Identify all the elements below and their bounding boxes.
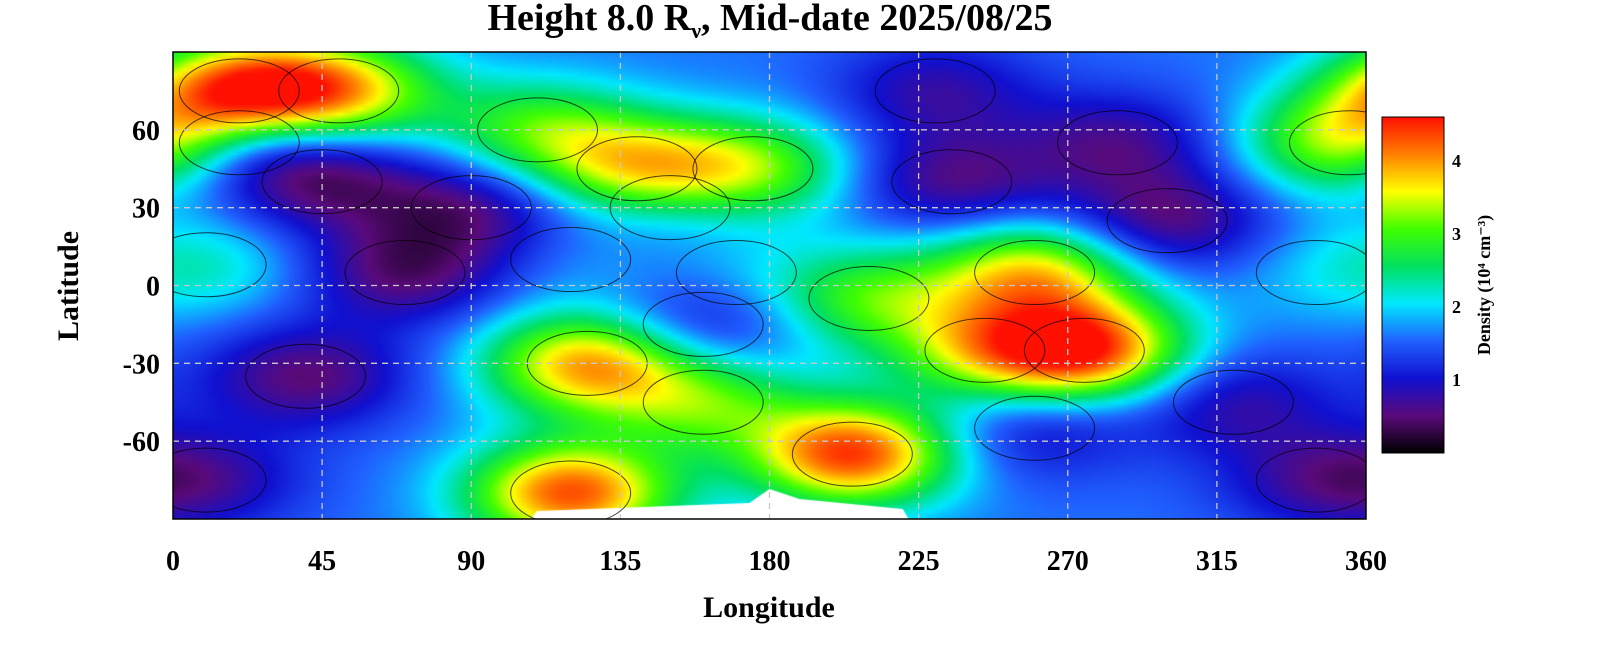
density-contour — [261, 149, 383, 215]
chart-title-suffix: , Mid-date 2025/08/25 — [701, 0, 1052, 39]
density-contour — [974, 240, 1096, 306]
density-contour — [173, 447, 267, 513]
density-contour — [924, 317, 1046, 383]
density-contour — [1288, 110, 1366, 176]
plot-area — [172, 51, 1367, 520]
colorbar-tick-label: 1 — [1452, 370, 1461, 390]
density-contour — [173, 232, 267, 298]
y-tick-label: -30 — [123, 349, 160, 380]
x-tick-label: 270 — [1047, 546, 1089, 577]
density-contour — [510, 227, 632, 293]
colorbar-scale — [1381, 116, 1445, 454]
density-contour — [576, 136, 698, 202]
density-contour — [1106, 188, 1228, 254]
density-contour — [974, 395, 1096, 461]
density-contour — [891, 149, 1013, 215]
density-contour — [692, 136, 814, 202]
chart-title-prefix: Height 8.0 R — [487, 0, 691, 39]
colorbar-tick-label: 4 — [1452, 151, 1461, 171]
y-axis-label: Latitude — [52, 231, 85, 341]
x-tick-label: 0 — [166, 546, 180, 577]
x-tick-label: 45 — [308, 546, 336, 577]
density-contour — [477, 97, 599, 163]
density-contour — [1023, 317, 1145, 383]
density-contour — [791, 421, 913, 487]
x-tick-label: 225 — [898, 546, 940, 577]
y-tick-label: 60 — [132, 116, 160, 147]
density-contour — [1255, 447, 1366, 513]
x-axis-ticks: 0 45 90 135 180 225 270 315 360 — [166, 546, 1387, 577]
colorbar: 1 2 3 4 Density (10⁴ cm⁻³) — [1381, 116, 1495, 454]
x-tick-label: 90 — [457, 546, 485, 577]
density-contour — [642, 369, 764, 435]
grid — [173, 52, 1366, 519]
x-tick-label: 315 — [1196, 546, 1238, 577]
density-contour — [344, 240, 466, 306]
density-contour — [1056, 110, 1178, 176]
density-contour — [675, 240, 797, 306]
x-tick-label: 135 — [599, 546, 641, 577]
colorbar-tick-label: 2 — [1452, 297, 1461, 317]
density-contour — [1255, 240, 1366, 306]
density-contour — [1172, 369, 1294, 435]
x-tick-label: 360 — [1345, 546, 1387, 577]
colorbar-label: Density (10⁴ cm⁻³) — [1474, 215, 1495, 355]
density-contour — [642, 291, 764, 357]
y-tick-label: 30 — [132, 194, 160, 225]
density-contour — [178, 110, 300, 176]
density-features — [173, 58, 1366, 519]
density-contour — [245, 343, 367, 409]
density-contour — [609, 175, 731, 241]
density-contour — [178, 58, 300, 124]
chart-title-subscript: ν — [690, 18, 701, 43]
plot-frame — [172, 51, 1367, 520]
density-contour — [510, 460, 632, 519]
chart-title: Height 8.0 Rν, Mid-date 2025/08/25 — [487, 0, 1052, 43]
y-tick-label: -60 — [123, 427, 160, 458]
density-contour — [808, 265, 930, 331]
colorbar-tick-label: 3 — [1452, 224, 1461, 244]
colorbar-ticks: 1 2 3 4 — [1452, 151, 1461, 390]
y-tick-label: 0 — [146, 272, 160, 303]
x-tick-label: 180 — [749, 546, 791, 577]
density-contour — [874, 58, 996, 124]
y-axis-ticks: 60 30 0 -30 -60 — [123, 116, 160, 458]
density-contour — [278, 58, 400, 124]
x-axis-label: Longitude — [703, 591, 835, 624]
